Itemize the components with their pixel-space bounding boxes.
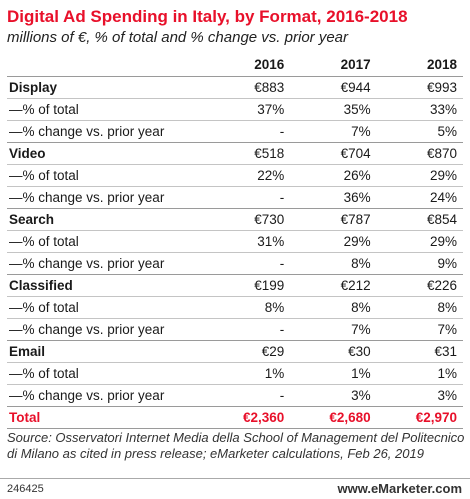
cell-value: €2,680 [290,406,377,429]
sub-row: —% of total 37% 35% 33% [7,98,463,121]
cell-value: 26% [290,164,377,187]
row-label: —% of total [7,164,204,187]
row-label: Video [7,142,204,165]
cell-value: €883 [203,76,291,99]
row-label: —% change vs. prior year [7,252,204,275]
cell-value: 33% [376,98,463,121]
footer: 246425 www.eMarketer.com [0,478,470,499]
cell-value: €2,970 [376,406,463,429]
cell-value: 8% [290,296,377,319]
row-label: Classified [7,274,204,297]
cell-value: 7% [290,318,377,341]
cell-value: 36% [290,186,377,209]
cell-value: 7% [376,318,463,341]
brand-link[interactable]: www.eMarketer.com [337,481,462,496]
cell-value: 8% [376,296,463,319]
cell-value: 9% [376,252,463,275]
sub-row: —% of total 22% 26% 29% [7,164,463,187]
header-row: 2016 2017 2018 [7,54,463,77]
cell-value: €993 [376,76,463,99]
cell-value: - [203,120,291,143]
cell-value: 31% [203,230,291,253]
cell-value: 29% [290,230,377,253]
cell-value: 24% [376,186,463,209]
row-label: —% change vs. prior year [7,384,204,407]
chart-id: 246425 [7,483,44,495]
chart-subtitle: millions of €, % of total and % change v… [7,29,349,46]
sub-row: —% of total 1% 1% 1% [7,362,463,385]
source-note: Source: Osservatori Internet Media della… [7,430,465,461]
cell-value: 1% [376,362,463,385]
cell-value: €787 [290,208,377,231]
cell-value: €730 [203,208,291,231]
total-row: Total €2,360 €2,680 €2,970 [7,406,463,429]
data-table: 2016 2017 2018 Display €883 €944 €993 —% of … [7,54,463,429]
group-row: Video €518 €704 €870 [7,142,463,165]
cell-value: 1% [290,362,377,385]
header-blank [7,54,204,77]
column-header: 2017 [290,54,377,77]
row-label: —% change vs. prior year [7,120,204,143]
cell-value: €199 [203,274,291,297]
cell-value: €212 [290,274,377,297]
cell-value: 37% [203,98,291,121]
row-label: Total [7,406,204,429]
sub-row: —% change vs. prior year -3% 3% [7,384,463,407]
cell-value: €518 [203,142,291,165]
row-label: Display [7,76,204,99]
sub-row: —% change vs. prior year -7% 7% [7,318,463,341]
row-label: —% of total [7,230,204,253]
group-row: Email €29 €30 €31 [7,340,463,363]
sub-row: —% change vs. prior year -8% 9% [7,252,463,275]
row-label: —% of total [7,296,204,319]
group-row: Search €730 €787 €854 [7,208,463,231]
cell-value: 22% [203,164,291,187]
chart-title: Digital Ad Spending in Italy, by Format,… [7,7,408,26]
row-label: Search [7,208,204,231]
sub-row: —% of total 31% 29% 29% [7,230,463,253]
row-label: —% change vs. prior year [7,186,204,209]
cell-value: €870 [376,142,463,165]
cell-value: - [203,252,291,275]
cell-value: 5% [376,120,463,143]
cell-value: - [203,186,291,209]
column-header: 2018 [376,54,463,77]
cell-value: - [203,318,291,341]
column-header: 2016 [203,54,291,77]
cell-value: 35% [290,98,377,121]
group-row: Display €883 €944 €993 [7,76,463,99]
row-label: —% of total [7,362,204,385]
sub-row: —% change vs. prior year -7% 5% [7,120,463,143]
cell-value: €30 [290,340,377,363]
sub-row: —% change vs. prior year -36% 24% [7,186,463,209]
row-label: Email [7,340,204,363]
cell-value: €2,360 [203,406,291,429]
cell-value: €226 [376,274,463,297]
row-label: —% of total [7,98,204,121]
cell-value: 8% [290,252,377,275]
cell-value: 3% [376,384,463,407]
cell-value: - [203,384,291,407]
cell-value: €29 [203,340,291,363]
row-label: —% change vs. prior year [7,318,204,341]
cell-value: €854 [376,208,463,231]
cell-value: 3% [290,384,377,407]
cell-value: 1% [203,362,291,385]
cell-value: 7% [290,120,377,143]
cell-value: €31 [376,340,463,363]
cell-value: €704 [290,142,377,165]
table-body: Display €883 €944 €993 —% of total 37% 35% 33% —… [7,76,463,429]
group-row: Classified €199 €212 €226 [7,274,463,297]
cell-value: 29% [376,230,463,253]
cell-value: €944 [290,76,377,99]
sub-row: —% of total 8% 8% 8% [7,296,463,319]
cell-value: 8% [203,296,291,319]
cell-value: 29% [376,164,463,187]
